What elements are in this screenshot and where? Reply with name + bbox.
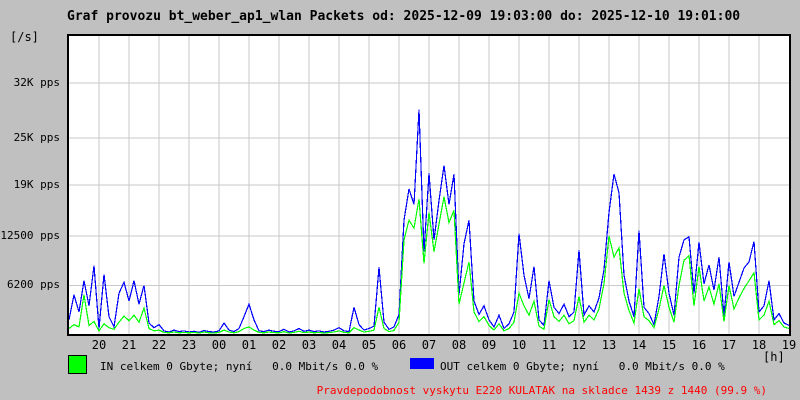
y-axis-label: 12500 pps [0,228,60,242]
x-axis-label: 15 [661,338,677,352]
legend-out-label: OUT celkem 0 Gbyte; nyní 0.0 Mbit/s 0.0 … [440,360,725,373]
x-axis-label: 02 [271,338,287,352]
x-axis-label: 06 [391,338,407,352]
x-axis-label: 18 [751,338,767,352]
footer-probability-note: Pravdepodobnost vyskytu E220 KULATAK na … [316,384,767,397]
x-axis-label: 01 [241,338,257,352]
x-axis-label: 21 [121,338,137,352]
page-title: Graf provozu bt_weber_ap1_wlan Packets o… [67,9,741,24]
x-axis-label: 22 [151,338,167,352]
x-axis-label: 20 [91,338,107,352]
x-axis-label: 11 [541,338,557,352]
x-axis-label: 16 [691,338,707,352]
x-axis-label: 17 [721,338,737,352]
legend-in-swatch [68,355,87,374]
legend-out-swatch [410,358,434,369]
x-axis-label: 08 [451,338,467,352]
y-axis-unit-label: [/s] [10,30,39,44]
x-axis-label: 07 [421,338,437,352]
x-axis-label: 23 [181,338,197,352]
out-series-line [69,109,789,334]
x-axis-unit-label: [h] [763,350,785,364]
x-axis-label: 09 [481,338,497,352]
legend-in-label: IN celkem 0 Gbyte; nyní 0.0 Mbit/s 0.0 % [100,360,379,373]
x-axis-label: 14 [631,338,647,352]
in-series-line [69,196,789,334]
x-axis-label: 00 [211,338,227,352]
x-axis-label: 13 [601,338,617,352]
y-axis-label: 32K pps [13,76,60,90]
x-axis-label: 04 [331,338,347,352]
y-axis-label: 19K pps [13,178,60,191]
x-axis-label: 05 [361,338,377,352]
chart-plot-area [67,34,791,336]
chart-canvas [69,36,789,334]
y-axis-label: 6200 pps [7,278,60,292]
x-axis-label: 12 [571,338,587,352]
x-axis-label: 10 [511,338,527,352]
y-axis-label: 25K pps [13,130,60,144]
x-axis-label: 03 [301,338,317,352]
x-axis-label: 19 [781,338,797,352]
